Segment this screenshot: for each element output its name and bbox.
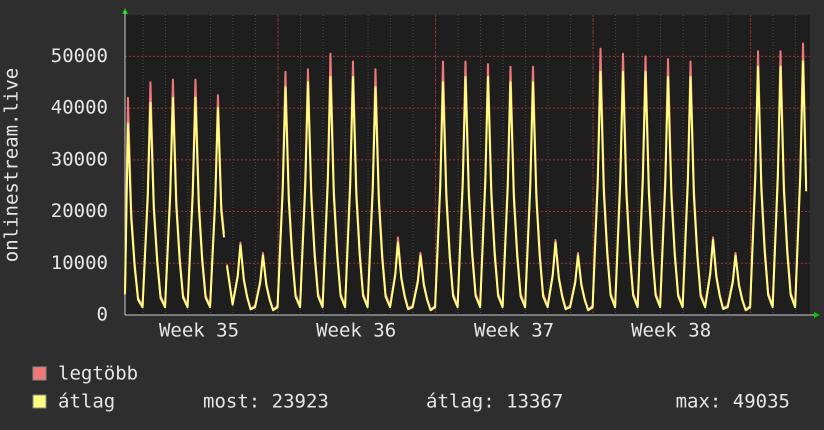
- x-tick-label: Week 35: [159, 320, 239, 342]
- legend-stat: most: 23923: [203, 391, 329, 413]
- legend-swatch: [32, 366, 47, 381]
- series-line: [124, 60, 808, 312]
- x-tick-label: Week 36: [316, 320, 396, 342]
- y-tick-label: 50000: [51, 45, 108, 67]
- y-tick-label: 0: [97, 304, 108, 326]
- axis-arrow: [814, 312, 820, 318]
- x-tick-label: Week 37: [474, 320, 554, 342]
- legend-stat: max: 49035: [676, 391, 790, 413]
- legend-label: legtöbb: [58, 363, 138, 385]
- y-tick-label: 20000: [51, 200, 108, 222]
- legend-label: átlag: [58, 391, 115, 413]
- y-tick-label: 40000: [51, 97, 108, 119]
- legend-swatch: [32, 394, 47, 409]
- y-tick-label: 10000: [51, 252, 108, 274]
- legend-stat: átlag: 13367: [426, 391, 563, 413]
- x-tick-label: Week 38: [631, 320, 711, 342]
- y-tick-label: 30000: [51, 148, 108, 170]
- y-axis-label: onlinestream.live: [1, 68, 23, 262]
